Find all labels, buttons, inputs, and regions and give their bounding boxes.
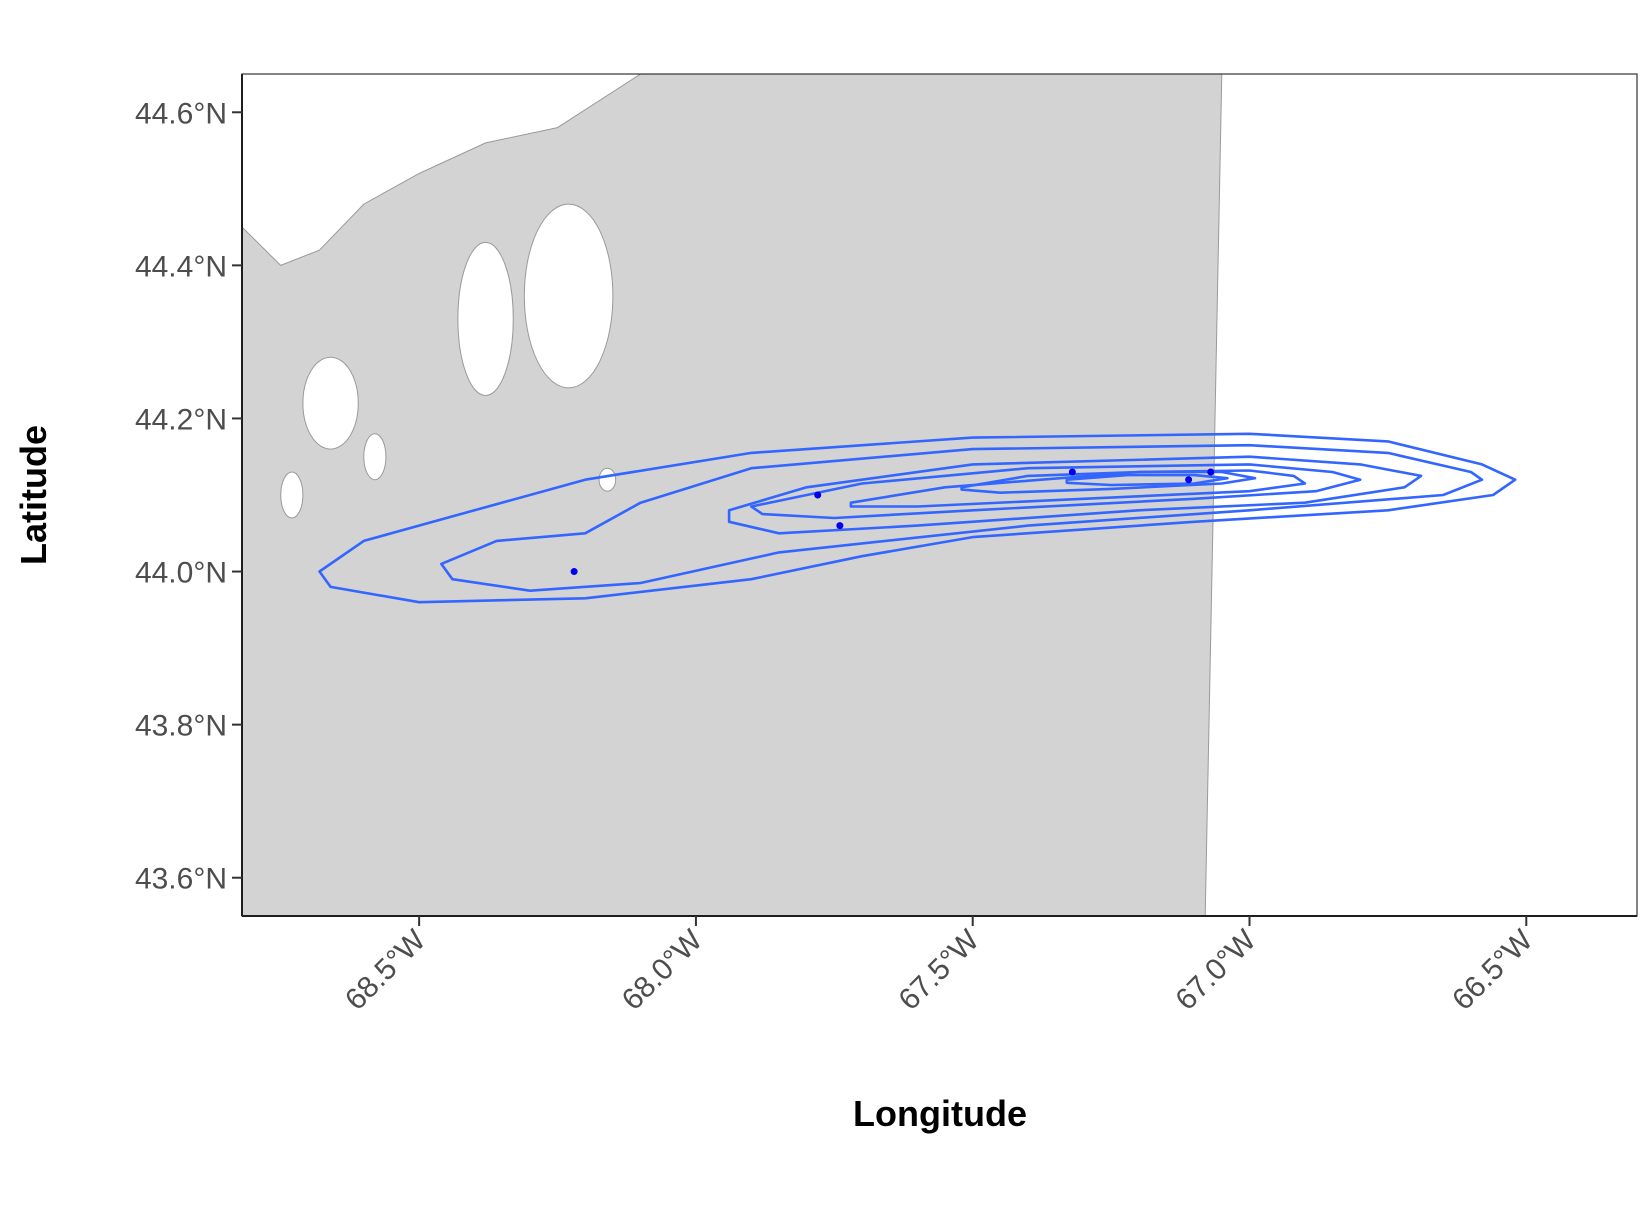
y-tick-label-6: 44.6°N: [135, 97, 227, 130]
contour-level-5: [849, 469, 1307, 508]
x-tick-label-4: 67.0°W: [1169, 923, 1263, 1017]
data-point-2: [814, 491, 822, 499]
data-point-4: [1068, 468, 1076, 476]
x-axis-title: Longitude: [853, 1093, 1027, 1134]
island-4: [363, 433, 387, 481]
contour-level-3: [727, 455, 1423, 535]
contour-level-2: [439, 443, 1484, 593]
x-tick-label-3: 67.5°W: [893, 923, 987, 1017]
island-5: [280, 471, 304, 519]
island-3: [302, 356, 359, 450]
island-6: [598, 467, 617, 492]
data-point-6: [1207, 468, 1215, 476]
observation-points: [570, 468, 1215, 576]
panel-border: [241, 73, 1638, 917]
x-tick-label-2: 68.0°W: [616, 923, 710, 1017]
density-contours: [318, 432, 1517, 604]
land-polygon: [242, 74, 1223, 916]
data-point-5: [1185, 476, 1193, 484]
contour-level-1: [318, 432, 1517, 604]
y-tick-label-3: 44.0°N: [135, 557, 227, 590]
y-tick-label-5: 44.4°N: [135, 250, 227, 283]
y-tick-label-4: 44.2°N: [135, 403, 227, 436]
land-layer: [242, 74, 1223, 916]
island-2: [457, 241, 514, 396]
x-axis-ticks: 68.5°W 68.0°W 67.5°W 67.0°W 66.5°W: [339, 916, 1540, 1017]
contour-level-4: [749, 463, 1362, 520]
data-point-3: [836, 522, 844, 530]
island-1: [523, 203, 614, 389]
y-axis-ticks: 43.6°N 43.8°N 44.0°N 44.2°N 44.4°N 44.6°N: [135, 97, 242, 896]
contour-level-7: [1065, 473, 1229, 487]
data-point-1: [570, 568, 578, 576]
x-tick-label-1: 68.5°W: [339, 923, 433, 1017]
y-tick-label-2: 43.8°N: [135, 710, 227, 743]
contour-level-6: [960, 470, 1257, 495]
y-axis-title: Latitude: [13, 425, 54, 565]
y-tick-label-1: 43.6°N: [135, 863, 227, 896]
x-tick-label-5: 66.5°W: [1446, 923, 1540, 1017]
